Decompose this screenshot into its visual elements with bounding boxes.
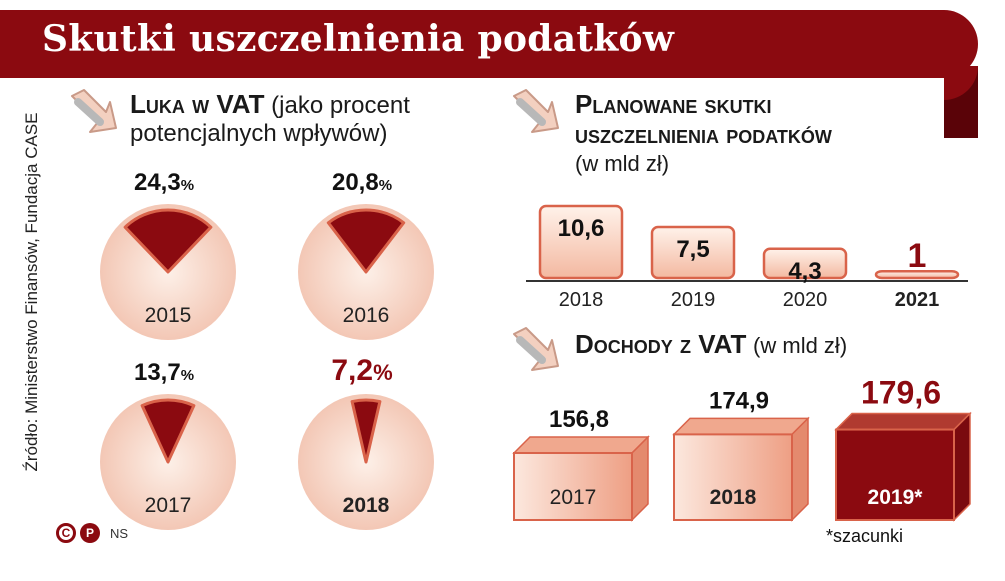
planned-heading-bold-2: uszczelnienia podatków: [575, 119, 832, 149]
planned-year-label: 2021: [895, 289, 940, 311]
vat-gap-heading-bold: Luka w VAT: [130, 89, 265, 119]
income-box-front: [835, 428, 955, 522]
pie-year-label: 2018: [343, 494, 390, 517]
pie-slice: [140, 398, 196, 464]
pie-value-label: 7,2%: [331, 354, 392, 387]
income-box-side: [791, 416, 809, 522]
planned-bar-value: 4,3: [788, 258, 821, 285]
income-year-label: 2017: [550, 486, 597, 509]
pie-year-label: 2015: [145, 304, 192, 327]
income-box-front: [513, 452, 633, 521]
pie-value: 7,2: [331, 354, 373, 387]
income-box-front: [673, 433, 793, 522]
planned-year-label: 2019: [671, 289, 716, 311]
publisher-logo: P: [80, 523, 100, 543]
arrow-down-right-icon: [513, 89, 559, 133]
planned-year-label: 2018: [559, 289, 604, 311]
planned-bar: [874, 269, 960, 280]
pie-percent-sign: %: [181, 177, 194, 194]
credits: C P NS: [56, 523, 128, 543]
pie-slice: [350, 398, 382, 464]
planned-heading: Planowane skutki uszczelnienia podatków …: [575, 90, 832, 178]
income-box-value: 156,8: [549, 406, 609, 433]
income-box-value: 174,9: [709, 387, 769, 414]
arrow-down-right-icon: [71, 89, 117, 133]
copyright-logo: C: [56, 523, 76, 543]
footnote: *szacunki: [826, 526, 904, 546]
pie-value-label: 20,8%: [332, 169, 392, 196]
planned-year-label: 2020: [783, 289, 828, 311]
income-heading-bold: Dochody z VAT: [575, 329, 747, 359]
income-year-label: 2019*: [868, 486, 924, 509]
pie-percent-sign: %: [181, 367, 194, 384]
pie-percent-sign: %: [373, 360, 393, 385]
income-box-top: [512, 436, 650, 454]
vat-gap-heading-thin-1: (jako procent: [271, 92, 410, 119]
pie-slice: [326, 208, 406, 274]
planned-bar-value: 1: [908, 237, 927, 275]
pie-year-label: 2017: [145, 494, 192, 517]
planned-heading-thin: (w mld zł): [575, 151, 670, 176]
pie-value: 24,3: [134, 169, 181, 196]
income-box-top: [834, 412, 972, 431]
pie-slice: [123, 208, 213, 274]
planned-bar-value: 7,5: [676, 236, 709, 263]
income-heading: Dochody z VAT (w mld zł): [575, 330, 847, 360]
income-heading-thin: (w mld zł): [753, 333, 848, 358]
planned-bar: [762, 247, 848, 280]
income-box-value: 179,6: [861, 375, 941, 411]
pie-percent-sign: %: [379, 177, 392, 194]
author-initials: NS: [110, 525, 129, 541]
arrow-down-right-icon: [513, 327, 559, 371]
income-box-side: [953, 411, 971, 522]
pie-value: 20,8: [332, 169, 379, 196]
pie-value-label: 24,3%: [134, 169, 194, 196]
planned-heading-bold-1: Planowane skutki: [575, 89, 772, 119]
planned-bar: [650, 225, 736, 280]
income-box-top: [672, 417, 810, 436]
planned-bar: [538, 204, 624, 280]
pie-value-label: 13,7%: [134, 359, 194, 386]
title-banner: [0, 10, 978, 78]
vat-gap-heading-thin-2: potencjalnych wpływów): [130, 120, 388, 147]
planned-bar-value: 10,6: [558, 215, 605, 242]
pie-year-label: 2016: [343, 304, 390, 327]
pie-value: 13,7: [134, 359, 181, 386]
income-year-label: 2018: [710, 486, 757, 509]
page-title: Skutki uszczelnienia podatków: [42, 18, 675, 60]
vat-gap-heading: Luka w VAT (jako procent potencjalnych w…: [130, 90, 410, 148]
